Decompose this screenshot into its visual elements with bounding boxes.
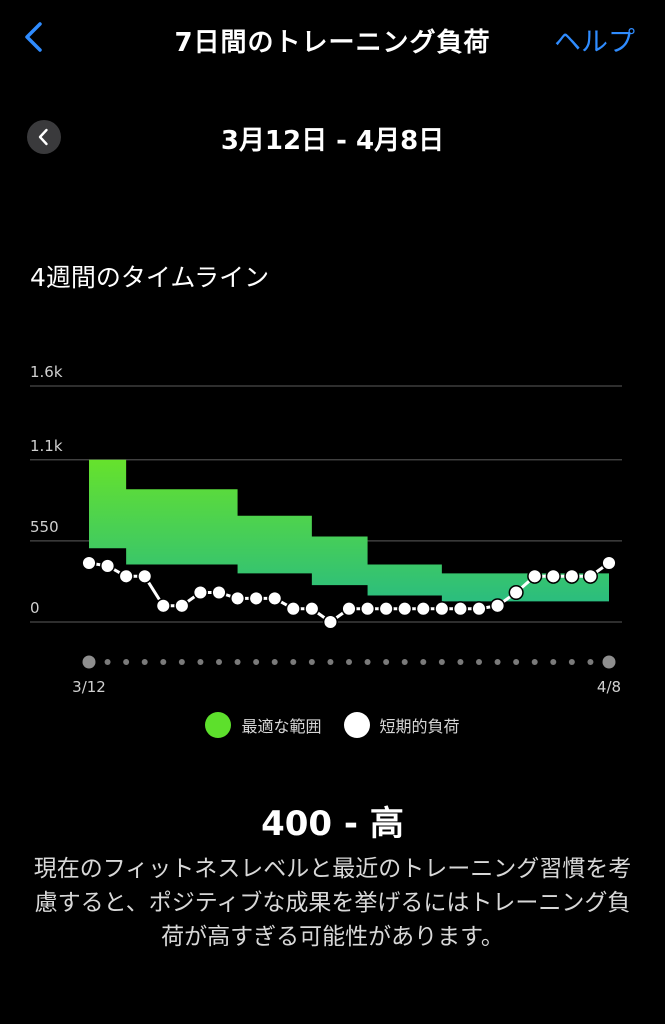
timeline-day-dot	[438, 659, 445, 665]
acute-load-point	[397, 601, 413, 617]
timeline-day-dot	[290, 659, 297, 665]
timeline-day-dot	[197, 659, 204, 665]
timeline-day-dot	[364, 659, 371, 665]
timeline-day-dot	[476, 659, 482, 665]
acute-load-point	[211, 584, 227, 601]
acute-load-point	[230, 590, 246, 606]
acute-load-point	[508, 584, 524, 601]
chart-legend: 最適な範囲 短期的負荷	[0, 712, 665, 738]
acute-load-point	[564, 568, 580, 584]
timeline-day-dot	[234, 659, 241, 665]
acute-load-point	[601, 555, 617, 571]
x-start-label: 3/12	[72, 678, 106, 696]
timeline-day-dot	[550, 659, 557, 665]
acute-load-point	[192, 584, 208, 601]
acute-load-point	[545, 568, 561, 584]
acute-load-point	[452, 601, 468, 617]
timeline-day-dot	[568, 659, 575, 665]
load-description: 現在のフィットネスレベルと最近のトレーニング習慣を考慮すると、ポジティブな成果を…	[33, 856, 632, 950]
acute-load-point	[471, 601, 487, 617]
timeline-day-dot	[104, 659, 111, 665]
date-range: 3月12日 - 4月8日	[220, 126, 445, 156]
acute-load-point	[174, 598, 190, 614]
section-title: 4週間のタイムライン	[30, 263, 270, 292]
acute-load-point	[118, 568, 134, 584]
optimal-range-area	[89, 459, 609, 602]
legend-label-optimal: 最適な範囲	[241, 717, 322, 736]
timeline-day-dot	[141, 659, 148, 665]
timeline-day-dot	[216, 659, 222, 665]
load-value: 400 - 高	[261, 804, 404, 844]
timeline-day-dot	[123, 659, 130, 665]
y-tick-label: 0	[30, 599, 40, 617]
acute-load-point	[304, 601, 320, 617]
page-title: 7日間のトレーニング負荷	[174, 28, 491, 58]
legend-swatch-acute	[343, 712, 370, 738]
timeline-day-dot	[531, 659, 538, 665]
timeline-day-dot	[383, 659, 390, 665]
timeline-day-dot	[513, 659, 520, 665]
chevron-left-icon	[38, 128, 48, 146]
acute-load-point	[434, 601, 450, 617]
timeline-day-dot	[178, 659, 185, 665]
y-tick-label: 1.6k	[30, 363, 63, 381]
timeline-day-dot	[253, 659, 260, 665]
acute-load-point	[285, 601, 301, 617]
training-load-chart: 0 550 1.1k 1.6k 3/12 4/8	[30, 363, 622, 696]
help-button[interactable]: ヘルプ	[554, 27, 635, 58]
acute-load-point	[341, 601, 357, 617]
legend-item-acute: 短期的負荷	[343, 712, 460, 738]
acute-load-point	[378, 601, 394, 617]
acute-load-point	[155, 598, 171, 614]
previous-period-button[interactable]	[27, 120, 61, 154]
timeline-day-dot	[271, 659, 278, 665]
legend-item-optimal: 最適な範囲	[205, 712, 322, 738]
timeline-end-marker	[602, 655, 616, 669]
acute-load-point	[490, 598, 506, 614]
acute-load-point	[267, 590, 283, 606]
back-chevron-icon[interactable]	[18, 18, 52, 56]
acute-load-point	[322, 614, 338, 630]
acute-load-point	[137, 568, 153, 584]
timeline-day-dot	[327, 659, 334, 665]
timeline-day-dot	[420, 659, 427, 665]
acute-load-point	[360, 601, 376, 617]
y-tick-label: 550	[30, 518, 59, 536]
timeline-day-dot	[308, 659, 315, 665]
timeline-end-marker	[82, 655, 96, 669]
timeline-day-dot	[346, 659, 352, 665]
acute-load-point	[81, 555, 97, 571]
timeline-day-dot	[494, 659, 501, 665]
timeline-day-dot	[457, 659, 464, 665]
acute-load-point	[527, 568, 543, 584]
timeline-day-dot	[401, 659, 408, 665]
acute-load-point	[248, 590, 264, 606]
acute-load-point	[100, 558, 116, 574]
y-tick-label: 1.1k	[30, 437, 63, 455]
nav-bar: 7日間のトレーニング負荷 ヘルプ	[0, 0, 665, 76]
x-end-label: 4/8	[597, 678, 621, 696]
acute-load-point	[415, 601, 431, 617]
legend-swatch-optimal	[205, 712, 232, 738]
legend-label-acute: 短期的負荷	[379, 717, 460, 736]
timeline-day-dot	[587, 659, 594, 665]
timeline-day-dot	[160, 659, 167, 665]
acute-load-point	[582, 568, 598, 584]
